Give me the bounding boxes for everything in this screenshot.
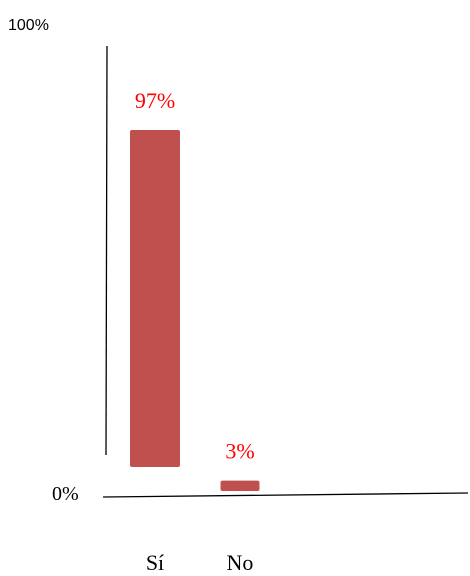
- category-label: No: [227, 550, 254, 575]
- labels-group: 97% Sí 3% No: [135, 88, 255, 575]
- bar-s: [130, 130, 180, 467]
- x-axis: [102, 492, 469, 498]
- bars-group: [130, 130, 260, 491]
- y-axis: [105, 45, 108, 456]
- y-tick-label-min: 0%: [52, 483, 79, 505]
- data-label: 3%: [225, 439, 254, 464]
- data-label: 97%: [135, 88, 175, 113]
- y-tick-label-max: 100%: [8, 17, 49, 34]
- bar-no: [220, 480, 260, 491]
- category-label: Sí: [146, 550, 164, 575]
